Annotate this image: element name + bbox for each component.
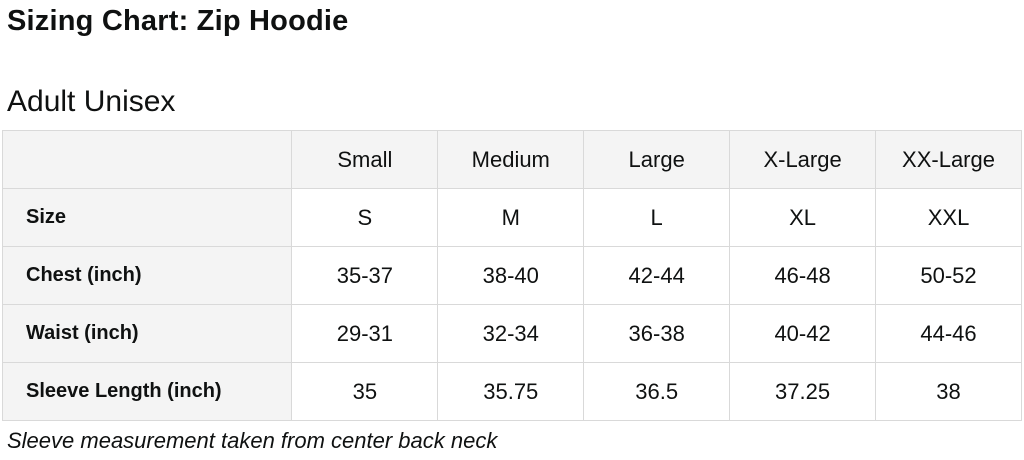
cell-value: 35.75 xyxy=(437,362,585,421)
cell-value: L xyxy=(583,188,731,247)
column-header-medium: Medium xyxy=(437,130,585,189)
column-header-x-large: X-Large xyxy=(729,130,877,189)
sizing-table: Small Medium Large X-Large XX-Large Size… xyxy=(1,130,1022,421)
cell-value: 40-42 xyxy=(729,304,877,363)
cell-value: 36.5 xyxy=(583,362,731,421)
cell-value: 36-38 xyxy=(583,304,731,363)
cell-value: XXL xyxy=(875,188,1022,247)
section-heading: Adult Unisex xyxy=(7,85,176,118)
header-row: Small Medium Large X-Large XX-Large xyxy=(1,130,1022,189)
page-title: Sizing Chart: Zip Hoodie xyxy=(7,5,349,37)
cell-value: 32-34 xyxy=(437,304,585,363)
corner-header-cell xyxy=(1,130,293,189)
cell-value: S xyxy=(291,188,439,247)
row-label: Size xyxy=(1,188,293,247)
row-label: Sleeve Length (inch) xyxy=(1,362,293,421)
row-label: Waist (inch) xyxy=(1,304,293,363)
cell-value: 38-40 xyxy=(437,246,585,305)
cell-value: XL xyxy=(729,188,877,247)
cell-value: M xyxy=(437,188,585,247)
cell-value: 46-48 xyxy=(729,246,877,305)
table-row-waist: Waist (inch) 29-31 32-34 36-38 40-42 44-… xyxy=(1,304,1022,363)
cell-value: 35-37 xyxy=(291,246,439,305)
table-row-chest: Chest (inch) 35-37 38-40 42-44 46-48 50-… xyxy=(1,246,1022,305)
cell-value: 35 xyxy=(291,362,439,421)
cell-value: 37.25 xyxy=(729,362,877,421)
column-header-small: Small xyxy=(291,130,439,189)
cell-value: 44-46 xyxy=(875,304,1022,363)
column-header-large: Large xyxy=(583,130,731,189)
cell-value: 42-44 xyxy=(583,246,731,305)
cell-value: 38 xyxy=(875,362,1022,421)
row-label: Chest (inch) xyxy=(1,246,293,305)
column-header-xx-large: XX-Large xyxy=(875,130,1022,189)
cell-value: 50-52 xyxy=(875,246,1022,305)
table-row-sleeve-length: Sleeve Length (inch) 35 35.75 36.5 37.25… xyxy=(1,362,1022,421)
table-row-size: Size S M L XL XXL xyxy=(1,188,1022,247)
cell-value: 29-31 xyxy=(291,304,439,363)
sleeve-measurement-footnote: Sleeve measurement taken from center bac… xyxy=(7,428,498,453)
